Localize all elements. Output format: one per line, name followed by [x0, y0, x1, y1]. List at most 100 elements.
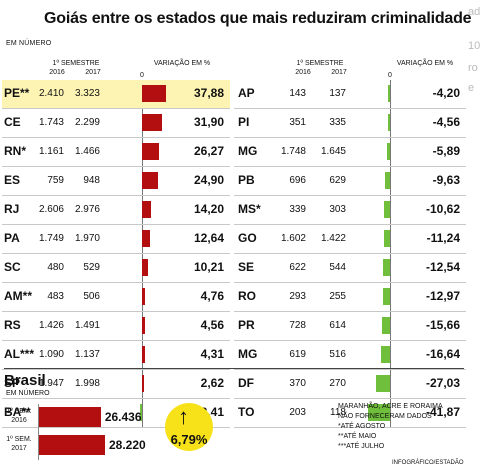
variation-value: -15,66 [425, 318, 460, 332]
value-2016: 1.749 [38, 233, 64, 244]
value-2017: 255 [329, 291, 346, 302]
side-text-1: ad [468, 6, 481, 18]
variation-value: -16,64 [425, 347, 460, 361]
value-2016: 1.743 [38, 117, 64, 128]
table-row: RN* 1.161 1.466 26,27 [2, 138, 230, 167]
variation-bar [140, 404, 142, 421]
state-code: PI [238, 115, 250, 129]
table-row: PE** 2.410 3.323 37,88 [2, 80, 230, 109]
value-2017: 506 [83, 291, 100, 302]
value-2016: 728 [289, 320, 306, 331]
state-code: PA [4, 231, 20, 245]
right-year1-header: 2016 [295, 69, 311, 76]
chart-title: Goiás entre os estados que mais reduzira… [44, 10, 472, 27]
variation-value: -5,89 [432, 144, 460, 158]
variation-bar [367, 404, 390, 421]
variation-value: 10,21 [193, 260, 224, 274]
variation-value: -12,54 [425, 260, 460, 274]
brasil-row1-label-line2: 2016 [11, 417, 27, 424]
state-code: MS* [238, 202, 261, 216]
state-code: MG [238, 144, 258, 158]
state-code: TO [238, 405, 255, 419]
variation-value: -27,03 [425, 376, 460, 390]
value-2016: 1.748 [280, 146, 306, 157]
arrow-up-icon: ↑ [178, 404, 189, 429]
state-code: AL*** [4, 347, 35, 361]
left-zero-axis [142, 80, 143, 428]
table-row: TO 203 118 -41,87 [234, 399, 466, 428]
table-row: MS* 339 303 -10,62 [234, 196, 466, 225]
left-variation-header: VARIAÇÃO EM % [153, 60, 211, 67]
variation-bar [384, 201, 390, 218]
table-row: GO 1.602 1.422 -11,24 [234, 225, 466, 254]
state-code: RJ [4, 202, 20, 216]
table-row: MG 1.748 1.645 -5,89 [234, 138, 466, 167]
variation-value: 24,90 [193, 173, 224, 187]
footnotes: MARANHÃO, ACRE E RORAIMA NÃO FORNECERAM … [338, 402, 443, 452]
variation-bar [142, 375, 144, 392]
state-code: PE** [4, 86, 30, 100]
value-2017: 2.976 [74, 204, 100, 215]
brasil-unit-label: EM NÚMERO [6, 390, 50, 397]
variation-value: -41,87 [425, 405, 460, 419]
state-code: BA** [4, 405, 31, 419]
side-text-2: 10 [468, 40, 481, 52]
variation-value: -9,63 [432, 173, 460, 187]
variation-value: 2,62 [200, 376, 224, 390]
brasil-bar [39, 407, 101, 427]
variation-bar [142, 288, 145, 305]
credit: INFOGRÁFICO/ESTADÃO [392, 460, 464, 466]
value-2016: 2.410 [38, 88, 64, 99]
variation-value: 12,64 [193, 231, 224, 245]
value-2016: 480 [47, 262, 64, 273]
value-2016: 1.090 [38, 349, 64, 360]
table-row: PB 696 629 -9,63 [234, 167, 466, 196]
variation-bar [142, 143, 159, 160]
left-zero-label: 0 [140, 72, 144, 79]
value-2017: 1.466 [74, 146, 100, 157]
state-code: AP [238, 86, 255, 100]
value-2016: 143 [289, 88, 306, 99]
value-2016: 1.426 [38, 320, 64, 331]
table-row: ES 759 948 24,90 [2, 167, 230, 196]
value-2016: 619 [289, 349, 306, 360]
side-text-4: e [468, 82, 475, 94]
table-row: SC 480 529 10,21 [2, 254, 230, 283]
value-2016: 203 [289, 407, 306, 418]
variation-bar [142, 317, 145, 334]
value-2016: 696 [289, 175, 306, 186]
unit-label: EM NÚMERO [6, 40, 52, 47]
right-zero-axis [390, 80, 391, 428]
variation-bar [383, 259, 390, 276]
variation-bar [383, 288, 390, 305]
state-code: SC [4, 260, 21, 274]
value-2017: 335 [329, 117, 346, 128]
value-2016: 483 [47, 291, 64, 302]
table-row: MG 619 516 -16,64 [234, 341, 466, 370]
state-code: SE [238, 260, 255, 274]
value-2017: 303 [329, 204, 346, 215]
value-2017: 516 [329, 349, 346, 360]
variation-value: -11,24 [426, 231, 460, 245]
state-code: PR [238, 318, 255, 332]
value-2017: 1.645 [320, 146, 346, 157]
value-2017: 1.137 [74, 349, 100, 360]
variation-bar [142, 172, 158, 189]
footnote-1: MARANHÃO, ACRE E RORAIMA [338, 403, 443, 410]
value-2016: 1.602 [280, 233, 306, 244]
variation-value: -10,62 [425, 202, 460, 216]
value-2017: 137 [329, 88, 346, 99]
variation-value: 4,31 [200, 347, 224, 361]
value-2017: 629 [329, 175, 346, 186]
variation-bar [384, 172, 390, 189]
table-row: SP 1.947 1.998 2,62 [2, 370, 230, 399]
value-2016: 2.606 [38, 204, 64, 215]
variation-value: -4,20 [432, 86, 460, 100]
state-code: RN* [4, 144, 27, 158]
right-zero-label: 0 [388, 72, 392, 79]
section-divider [4, 368, 464, 369]
variation-bar [142, 114, 163, 131]
value-2017: 529 [83, 262, 100, 273]
table-row: SE 622 544 -12,54 [234, 254, 466, 283]
variation-bar [387, 85, 390, 102]
